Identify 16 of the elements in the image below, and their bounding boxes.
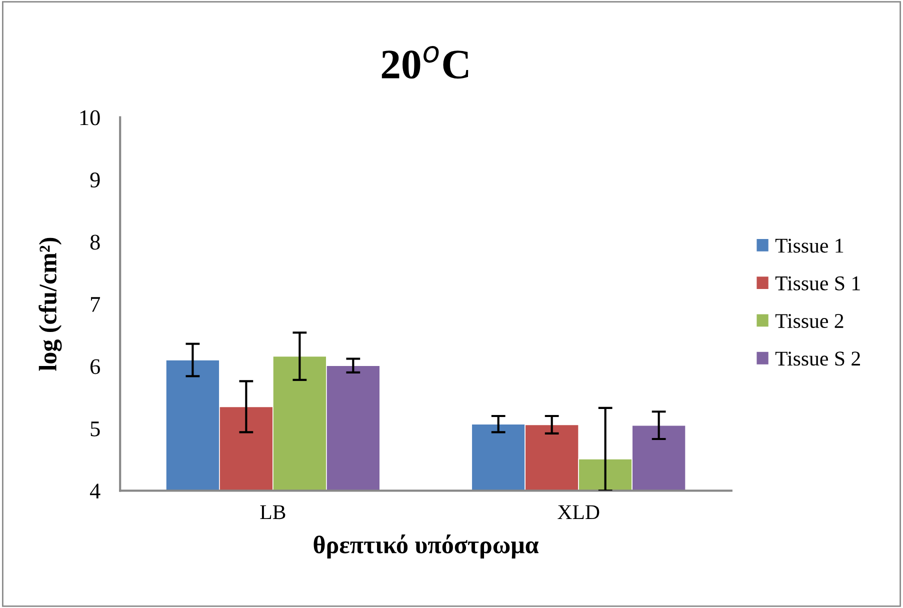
x-axis-title: θρεπτικό υπόστρωμα [314, 534, 539, 558]
legend-label: Tissue S 1 [775, 276, 860, 290]
y-tick-label: 5 [90, 422, 100, 436]
x-tick-label: LB [260, 505, 286, 520]
chart-title: 20$^{o}$C [382, 46, 468, 79]
y-axis-title: log (cfu/cm²) [38, 238, 62, 371]
y-tick-label: 7 [91, 297, 100, 312]
y-tick-label: 10 [80, 110, 100, 126]
y-tick-label: 9 [90, 172, 100, 188]
legend-label: Tissue S 2 [775, 352, 860, 366]
y-tick-label: 8 [90, 234, 100, 250]
y-tick-label: 4 [90, 484, 100, 498]
legend-label: Tissue 2 [775, 314, 844, 328]
y-tick-label: 6 [90, 359, 100, 374]
legend-label: Tissue 1 [775, 238, 844, 253]
x-tick-label: XLD [558, 505, 600, 520]
